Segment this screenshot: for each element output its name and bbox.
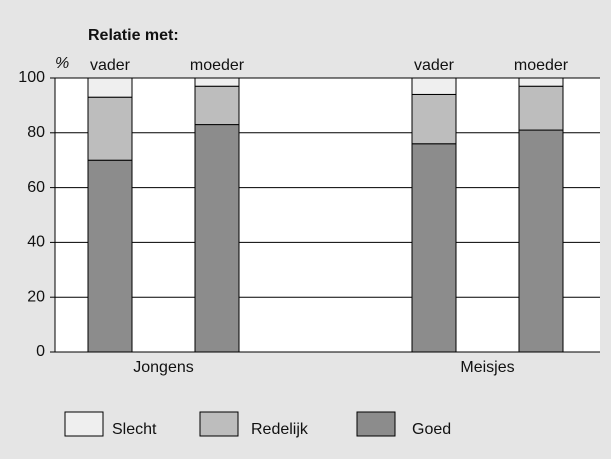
bar-segment xyxy=(411,93,457,145)
legend-swatch xyxy=(64,411,104,437)
bar-segment xyxy=(518,129,564,353)
y-tick-label: 100 xyxy=(18,69,45,86)
plot-area xyxy=(55,78,600,352)
bar-segment xyxy=(411,143,457,353)
bar-segment xyxy=(411,77,457,95)
chart-title: Relatie met: xyxy=(88,27,179,44)
legend-label: Slecht xyxy=(112,421,157,438)
y-axis-label: % xyxy=(55,55,69,72)
bar-segment xyxy=(87,96,133,161)
legend-swatch xyxy=(199,411,239,437)
bar-segment xyxy=(194,85,240,126)
bar-segment xyxy=(87,77,133,98)
bar-segment xyxy=(194,77,240,87)
y-tick-label: 40 xyxy=(27,234,45,251)
y-tick-label: 20 xyxy=(27,288,45,305)
y-tick-label: 60 xyxy=(27,179,45,196)
group-label: Meisjes xyxy=(460,359,514,376)
legend-label: Goed xyxy=(412,421,451,438)
y-tick-label: 0 xyxy=(36,343,45,360)
y-tick-label: 80 xyxy=(27,124,45,141)
bar-label: moeder xyxy=(514,57,569,74)
bar-segment xyxy=(194,124,240,353)
bar-segment xyxy=(518,85,564,131)
legend-swatch xyxy=(356,411,396,437)
group-label: Jongens xyxy=(133,359,194,376)
bar-label: moeder xyxy=(190,57,245,74)
bar-segment xyxy=(87,159,133,353)
legend-label: Redelijk xyxy=(251,421,309,438)
bar-label: vader xyxy=(90,57,131,74)
bar-segment xyxy=(518,77,564,87)
bar-label: vader xyxy=(414,57,455,74)
